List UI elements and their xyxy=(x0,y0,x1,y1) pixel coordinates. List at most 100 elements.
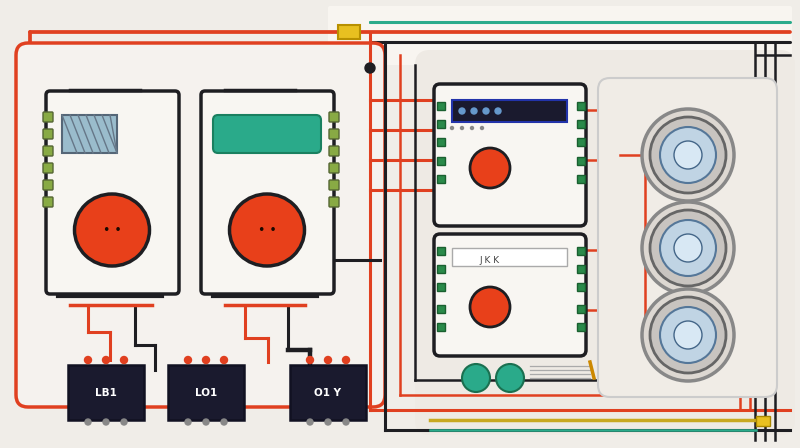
Bar xyxy=(437,283,445,291)
Bar xyxy=(452,248,567,266)
Circle shape xyxy=(470,148,510,188)
FancyBboxPatch shape xyxy=(43,197,53,207)
FancyBboxPatch shape xyxy=(329,112,339,122)
Circle shape xyxy=(674,141,702,169)
Bar xyxy=(437,175,445,183)
Circle shape xyxy=(221,357,227,363)
Bar xyxy=(452,100,567,122)
FancyBboxPatch shape xyxy=(329,129,339,139)
FancyBboxPatch shape xyxy=(329,180,339,190)
Circle shape xyxy=(650,297,726,373)
Ellipse shape xyxy=(230,194,305,266)
Circle shape xyxy=(365,63,375,73)
Circle shape xyxy=(481,126,483,129)
Text: J K K: J K K xyxy=(480,255,500,264)
Bar xyxy=(437,102,445,110)
FancyBboxPatch shape xyxy=(328,6,792,65)
Bar xyxy=(577,175,585,183)
Bar xyxy=(437,157,445,165)
Bar xyxy=(577,120,585,128)
Bar xyxy=(437,305,445,313)
Circle shape xyxy=(650,210,726,286)
FancyBboxPatch shape xyxy=(329,146,339,156)
FancyBboxPatch shape xyxy=(201,91,334,294)
Circle shape xyxy=(660,307,716,363)
FancyBboxPatch shape xyxy=(43,146,53,156)
Text: • •: • • xyxy=(102,224,122,237)
FancyBboxPatch shape xyxy=(329,163,339,173)
FancyBboxPatch shape xyxy=(434,234,586,356)
Bar xyxy=(62,115,117,153)
Circle shape xyxy=(461,126,463,129)
Circle shape xyxy=(496,364,524,392)
Circle shape xyxy=(470,287,510,327)
Circle shape xyxy=(483,108,489,114)
Circle shape xyxy=(103,419,109,425)
Bar xyxy=(577,247,585,255)
FancyBboxPatch shape xyxy=(16,43,385,407)
Bar xyxy=(290,365,366,420)
FancyBboxPatch shape xyxy=(213,115,321,153)
Circle shape xyxy=(674,321,702,349)
Circle shape xyxy=(642,109,734,201)
FancyBboxPatch shape xyxy=(415,50,795,435)
Circle shape xyxy=(674,234,702,262)
Bar xyxy=(338,25,360,39)
Bar xyxy=(756,416,770,426)
Circle shape xyxy=(325,357,331,363)
Circle shape xyxy=(306,357,314,363)
Circle shape xyxy=(202,357,210,363)
Circle shape xyxy=(495,108,501,114)
FancyBboxPatch shape xyxy=(46,91,179,294)
Text: LO1: LO1 xyxy=(195,388,217,398)
Bar xyxy=(577,157,585,165)
Circle shape xyxy=(325,419,331,425)
FancyBboxPatch shape xyxy=(43,163,53,173)
Text: • •: • • xyxy=(258,224,276,237)
Circle shape xyxy=(642,202,734,294)
Bar xyxy=(437,265,445,273)
Circle shape xyxy=(650,117,726,193)
Circle shape xyxy=(121,357,127,363)
Circle shape xyxy=(102,357,110,363)
Bar xyxy=(437,138,445,146)
Text: O1 Y: O1 Y xyxy=(314,388,342,398)
Circle shape xyxy=(307,419,313,425)
FancyBboxPatch shape xyxy=(434,84,586,226)
Bar xyxy=(68,365,144,420)
Circle shape xyxy=(462,364,490,392)
Bar xyxy=(437,120,445,128)
Circle shape xyxy=(642,289,734,381)
Circle shape xyxy=(470,126,474,129)
Bar xyxy=(168,365,244,420)
Circle shape xyxy=(121,419,127,425)
FancyBboxPatch shape xyxy=(598,78,777,397)
Bar xyxy=(437,323,445,331)
Circle shape xyxy=(343,419,349,425)
Circle shape xyxy=(459,108,465,114)
Bar xyxy=(577,283,585,291)
FancyBboxPatch shape xyxy=(43,180,53,190)
Circle shape xyxy=(342,357,350,363)
Circle shape xyxy=(221,419,227,425)
Circle shape xyxy=(660,127,716,183)
Bar xyxy=(577,323,585,331)
Bar xyxy=(577,305,585,313)
FancyBboxPatch shape xyxy=(43,129,53,139)
Text: LB1: LB1 xyxy=(95,388,117,398)
Bar xyxy=(577,138,585,146)
Circle shape xyxy=(450,126,454,129)
FancyBboxPatch shape xyxy=(43,112,53,122)
Circle shape xyxy=(185,419,191,425)
Circle shape xyxy=(660,220,716,276)
Circle shape xyxy=(185,357,191,363)
Ellipse shape xyxy=(74,194,150,266)
Bar xyxy=(577,102,585,110)
Circle shape xyxy=(85,357,91,363)
FancyBboxPatch shape xyxy=(329,197,339,207)
Circle shape xyxy=(85,419,91,425)
Bar xyxy=(437,247,445,255)
Circle shape xyxy=(203,419,209,425)
Bar xyxy=(577,265,585,273)
Circle shape xyxy=(471,108,477,114)
